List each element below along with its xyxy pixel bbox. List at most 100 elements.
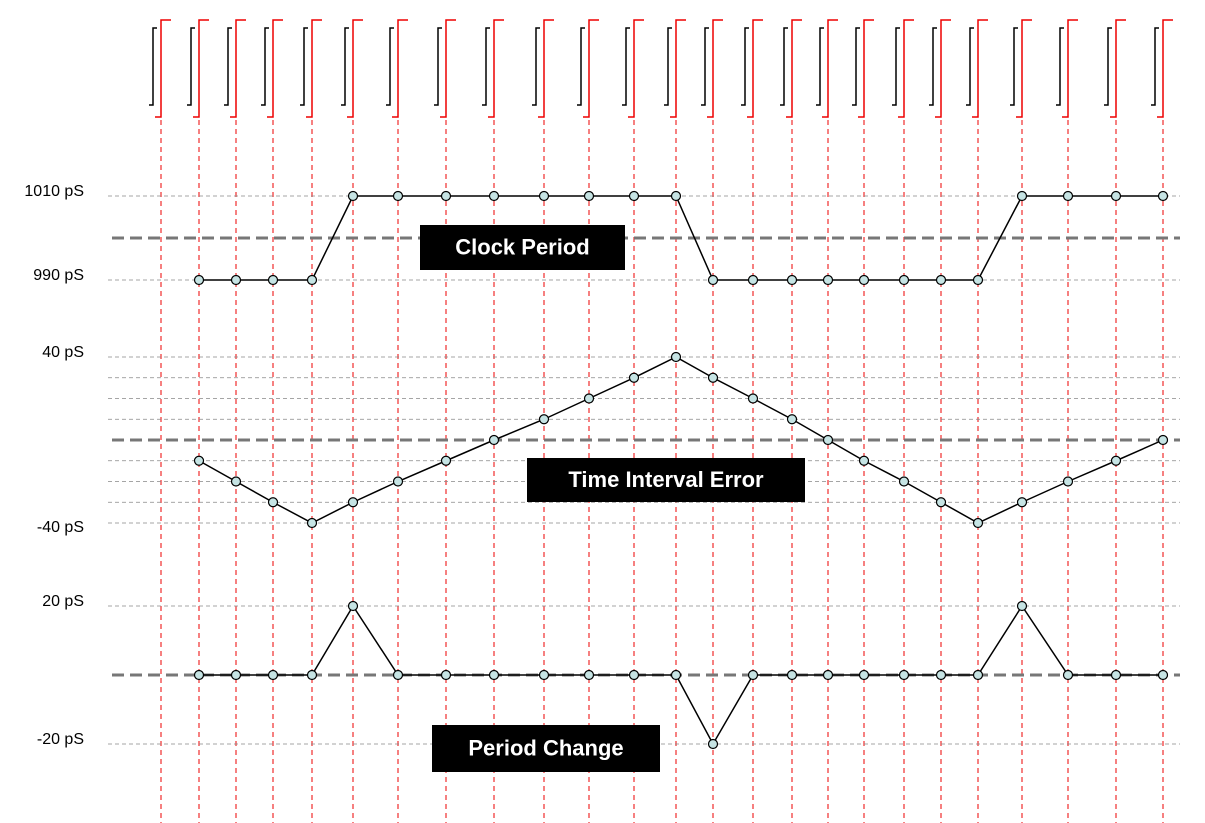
clock-black bbox=[482, 27, 490, 106]
clock-red bbox=[230, 19, 246, 118]
point bbox=[306, 274, 318, 286]
point bbox=[670, 351, 682, 363]
clock-black bbox=[1056, 27, 1064, 106]
point bbox=[538, 190, 550, 202]
point bbox=[935, 274, 947, 286]
clock-red bbox=[935, 19, 951, 118]
point bbox=[1016, 600, 1028, 612]
clock-red bbox=[193, 19, 209, 118]
point bbox=[488, 669, 500, 681]
series-line bbox=[199, 195, 1163, 281]
point bbox=[538, 414, 550, 425]
y-tick-label: 1010 pS bbox=[24, 183, 84, 200]
clock-black bbox=[701, 27, 709, 106]
point bbox=[822, 669, 834, 681]
series-line bbox=[199, 604, 1163, 746]
point bbox=[747, 274, 759, 286]
clock-black bbox=[780, 27, 788, 106]
clock-black bbox=[577, 27, 585, 106]
clock-red bbox=[155, 19, 171, 118]
clock-red bbox=[347, 19, 363, 118]
point bbox=[1016, 190, 1028, 202]
clock-black bbox=[816, 27, 824, 106]
point bbox=[392, 476, 404, 487]
clock-red bbox=[747, 19, 763, 118]
point bbox=[670, 190, 682, 202]
point bbox=[347, 600, 359, 612]
point bbox=[440, 190, 452, 202]
point bbox=[628, 190, 640, 202]
y-tick-label: 20 pS bbox=[42, 593, 84, 610]
clock-red bbox=[822, 19, 838, 118]
panel-label: Clock Period bbox=[455, 234, 589, 259]
point bbox=[628, 669, 640, 681]
y-tick-label: -40 pS bbox=[37, 519, 84, 536]
point bbox=[972, 517, 984, 529]
point bbox=[1110, 190, 1122, 202]
point bbox=[1110, 669, 1122, 681]
clock-black bbox=[741, 27, 749, 106]
clock-black bbox=[852, 27, 860, 106]
point bbox=[1062, 669, 1074, 681]
point bbox=[583, 669, 595, 681]
point bbox=[707, 372, 719, 383]
label-box bbox=[527, 458, 805, 502]
clock-red bbox=[898, 19, 914, 118]
point bbox=[392, 190, 404, 202]
point bbox=[193, 669, 205, 681]
clock-red bbox=[1062, 19, 1078, 118]
clock-black bbox=[622, 27, 630, 106]
clock-black bbox=[664, 27, 672, 106]
clock-red bbox=[670, 19, 686, 118]
point bbox=[440, 669, 452, 681]
point bbox=[707, 274, 719, 286]
point bbox=[822, 434, 834, 446]
point bbox=[1110, 455, 1122, 466]
point bbox=[392, 669, 404, 681]
point bbox=[538, 669, 550, 681]
clock-red bbox=[1110, 19, 1126, 118]
clock-black bbox=[1151, 27, 1159, 106]
clock-red bbox=[1157, 19, 1173, 118]
clock-red bbox=[267, 19, 283, 118]
point bbox=[267, 274, 279, 286]
point bbox=[858, 669, 870, 681]
point bbox=[230, 476, 242, 487]
point bbox=[1062, 190, 1074, 202]
clock-black bbox=[300, 27, 308, 106]
point bbox=[583, 393, 595, 404]
clock-black bbox=[1010, 27, 1018, 106]
clock-red bbox=[538, 19, 554, 118]
point bbox=[267, 669, 279, 681]
point bbox=[230, 274, 242, 286]
clock-black bbox=[532, 27, 540, 106]
point bbox=[1016, 497, 1028, 508]
clock-red bbox=[306, 19, 322, 118]
point bbox=[972, 669, 984, 681]
point bbox=[935, 669, 947, 681]
clock-black bbox=[966, 27, 974, 106]
point bbox=[935, 497, 947, 508]
clock-red bbox=[440, 19, 456, 118]
clock-black bbox=[892, 27, 900, 106]
y-tick-label: -20 pS bbox=[37, 731, 84, 748]
label-box bbox=[432, 725, 660, 772]
point bbox=[747, 393, 759, 404]
point bbox=[1062, 476, 1074, 487]
clock-black bbox=[187, 27, 195, 106]
clock-red bbox=[392, 19, 408, 118]
clock-black bbox=[261, 27, 269, 106]
point bbox=[267, 497, 279, 508]
point bbox=[583, 190, 595, 202]
point bbox=[822, 274, 834, 286]
clock-red bbox=[583, 19, 599, 118]
point bbox=[1157, 669, 1169, 681]
point bbox=[440, 455, 452, 466]
point bbox=[1157, 190, 1169, 202]
point bbox=[786, 669, 798, 681]
point bbox=[786, 414, 798, 425]
point bbox=[306, 669, 318, 681]
panel-label: Time Interval Error bbox=[568, 467, 764, 492]
point bbox=[858, 274, 870, 286]
